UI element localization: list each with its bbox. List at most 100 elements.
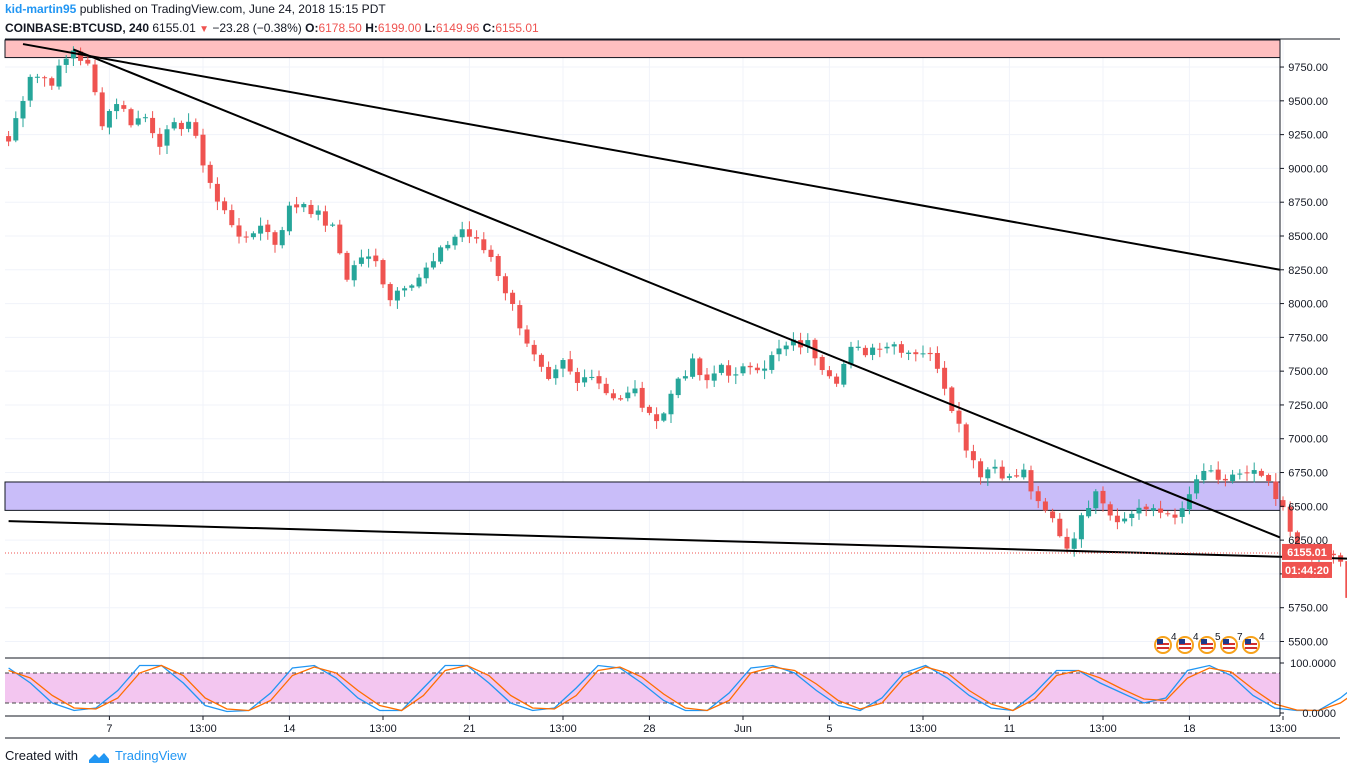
candle-body — [438, 247, 444, 262]
symbol-label[interactable]: COINBASE:BTCUSD, 240 — [5, 21, 150, 35]
tradingview-logo-icon[interactable] — [88, 750, 110, 764]
candle-body — [63, 58, 69, 65]
candle — [1215, 461, 1221, 485]
candle — [13, 111, 19, 143]
candle — [150, 111, 156, 139]
candle — [229, 204, 235, 228]
candle — [294, 196, 300, 214]
candle — [236, 217, 242, 244]
candle — [661, 411, 667, 423]
event-badge[interactable]: 4 — [1154, 632, 1177, 654]
candle — [1230, 469, 1236, 484]
candle — [726, 360, 732, 383]
candle-body — [668, 393, 674, 415]
candle-body — [610, 393, 616, 399]
candle — [1244, 465, 1250, 481]
candle-body — [1230, 474, 1236, 482]
candle — [762, 360, 768, 380]
candle — [78, 47, 84, 66]
candle — [272, 230, 278, 253]
candle-body — [726, 365, 732, 376]
candle — [891, 341, 897, 355]
candle-body — [222, 201, 228, 211]
grid — [5, 40, 1284, 716]
candle-body — [819, 356, 825, 371]
candle — [625, 386, 631, 402]
candle-body — [1014, 475, 1020, 477]
candle-body — [927, 352, 933, 355]
candle-body — [466, 229, 472, 237]
price-change: −23.28 (−0.38%) — [212, 21, 302, 35]
candle — [538, 353, 544, 372]
candle-body — [970, 451, 976, 461]
candle-body — [272, 232, 278, 245]
candle — [409, 283, 415, 291]
y-tick-label: 8250.00 — [1288, 265, 1328, 277]
candle — [243, 231, 249, 243]
candle-body — [70, 50, 76, 59]
event-badge[interactable]: 7 — [1220, 632, 1243, 654]
candle — [1050, 508, 1056, 523]
candle-body — [1194, 479, 1200, 494]
stoch-line-1 — [8, 664, 1347, 713]
candle-body — [481, 239, 487, 251]
candle-body — [898, 344, 904, 353]
candle — [1114, 508, 1120, 530]
candle-body — [1330, 553, 1336, 556]
candle-body — [949, 387, 955, 412]
candle — [1100, 486, 1106, 512]
candle — [1287, 501, 1293, 537]
candle — [582, 369, 588, 387]
candle-body — [337, 224, 343, 254]
last-price: 6155.01 — [152, 21, 196, 35]
tradingview-brand[interactable]: TradingView — [115, 748, 187, 763]
candle-body — [826, 370, 832, 377]
candle — [250, 231, 256, 240]
event-count: 7 — [1237, 632, 1243, 643]
candle-body — [1042, 501, 1048, 511]
quote-line: COINBASE:BTCUSD, 240 6155.01 ▼ −23.28 (−… — [5, 18, 539, 38]
y-tick-label: 8500.00 — [1288, 231, 1328, 243]
candle-body — [1165, 513, 1171, 515]
event-badge[interactable]: 4 — [1176, 632, 1199, 654]
event-count: 5 — [1215, 632, 1221, 643]
event-badge[interactable]: 5 — [1198, 632, 1221, 654]
candle-body — [1114, 515, 1120, 523]
candle-body — [250, 233, 256, 238]
trendline-2[interactable] — [73, 48, 1281, 539]
candle-body — [1222, 478, 1228, 481]
candle-body — [510, 292, 516, 304]
trendline-1[interactable] — [22, 43, 1281, 271]
candle — [186, 113, 192, 133]
candle-body — [1172, 514, 1178, 518]
flag-canton — [1201, 639, 1207, 644]
author-name[interactable]: kid-martin95 — [5, 2, 77, 16]
last-price-tag-text: 6155.01 — [1287, 547, 1327, 559]
candle — [884, 342, 890, 354]
candle — [178, 120, 184, 136]
candle — [1330, 550, 1336, 564]
candle-body — [13, 118, 19, 141]
candle-body — [258, 225, 264, 234]
candle-body — [294, 204, 300, 208]
candle-body — [344, 252, 350, 280]
candle-body — [1258, 470, 1264, 476]
candle-body — [992, 466, 998, 469]
candle — [1165, 510, 1171, 517]
candle — [49, 76, 55, 90]
candle-body — [351, 265, 357, 281]
x-tick-label: 13:00 — [549, 723, 577, 735]
x-tick-label: 13:00 — [189, 723, 217, 735]
candle-body — [776, 348, 782, 355]
candle-body — [517, 305, 523, 329]
candle — [1014, 468, 1020, 478]
event-badges[interactable]: 4 4 5 7 4 — [1154, 632, 1265, 654]
candle-body — [106, 110, 112, 128]
support-zone — [4, 481, 1281, 511]
event-badge[interactable]: 4 — [1242, 632, 1265, 654]
footer: Created with TradingView — [5, 746, 187, 766]
candle — [992, 459, 998, 474]
candle-body — [1208, 470, 1214, 472]
candle-body — [1122, 518, 1128, 522]
